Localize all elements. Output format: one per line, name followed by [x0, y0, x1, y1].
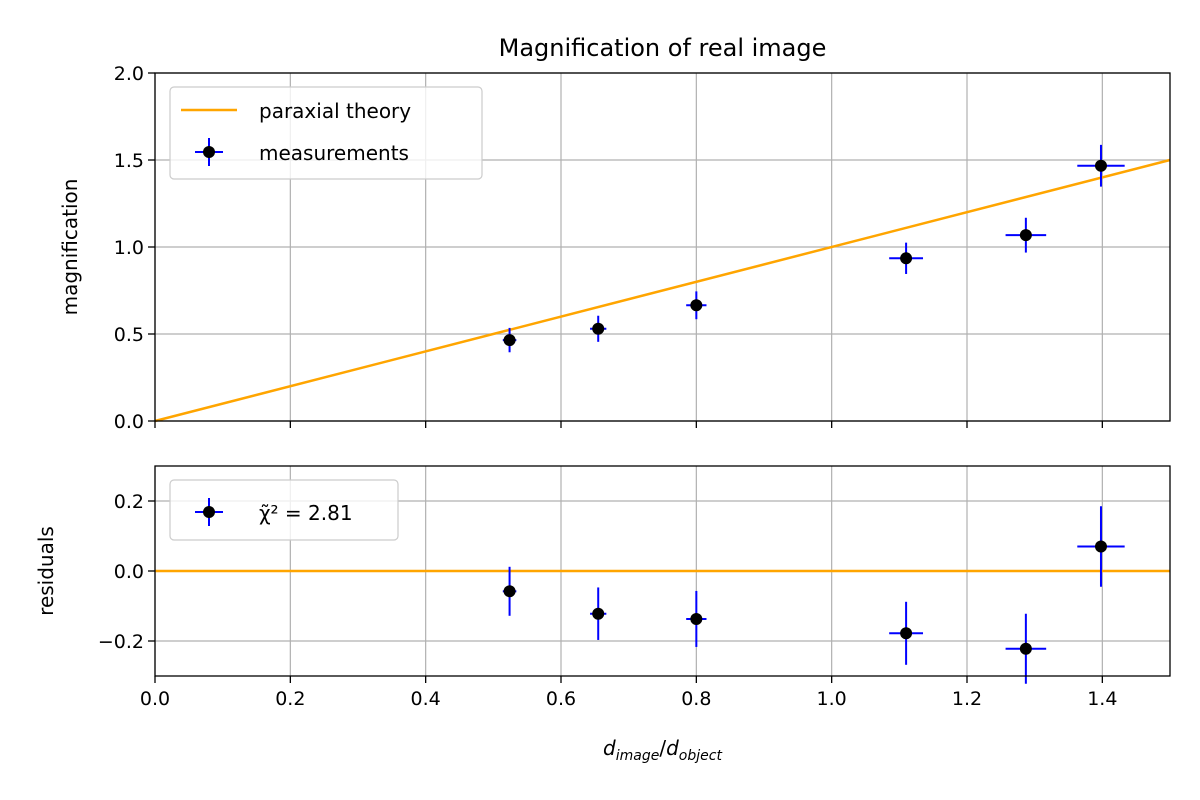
y-tick-label: 1.5 [114, 150, 144, 172]
x-tick-label: 1.2 [952, 688, 982, 710]
legend-marker [203, 506, 215, 518]
y-tick-label: 2.0 [114, 63, 144, 85]
data-point [686, 590, 707, 647]
data-point [1005, 217, 1047, 253]
bottom-y-axis-title: residuals [34, 526, 58, 616]
data-marker [690, 299, 703, 312]
legend-marker [203, 146, 215, 158]
data-point [889, 601, 924, 665]
bottom-legend: χ̃² = 2.81 [169, 479, 399, 541]
data-marker [592, 607, 605, 620]
bottom-panel: 0.0 0.2 0.4 0.6 0.8 1.0 1.2 1.4 −0.2 0.0 0.2 resid… [34, 465, 1171, 764]
y-tick-label: 0.2 [114, 491, 144, 513]
y-tick-label: 0.0 [114, 561, 144, 583]
theory-line [154, 158, 1171, 423]
top-legend: paraxial theory measurements [169, 86, 483, 180]
x-tick-label: 1.4 [1087, 688, 1117, 710]
data-marker [503, 585, 516, 598]
data-marker [1094, 159, 1107, 172]
legend-measurements-label: measurements [259, 141, 409, 165]
top-ticks: 0.0 0.5 1.0 1.5 2.0 [114, 63, 1103, 433]
top-theory-line-group [154, 158, 1171, 423]
data-point [590, 587, 607, 640]
data-point [686, 291, 707, 320]
x-tick-label: 1.0 [817, 688, 847, 710]
bottom-ticks: 0.0 0.2 0.4 0.6 0.8 1.0 1.2 1.4 −0.2 0.0 0.2 [98, 491, 1118, 710]
data-point [1005, 613, 1047, 684]
legend-chi-squared-label: χ̃² = 2.81 [259, 501, 353, 525]
data-point [590, 315, 607, 342]
legend-measurements-swatch [195, 138, 223, 166]
data-marker [1019, 229, 1032, 242]
x-axis-title: dimage/dobject [603, 736, 722, 764]
chart-title: Magnification of real image [499, 34, 827, 62]
data-marker [1094, 540, 1107, 553]
top-y-axis-title: magnification [58, 179, 82, 316]
y-tick-label: 0.0 [114, 411, 144, 433]
data-point [889, 242, 924, 274]
data-marker [900, 627, 913, 640]
data-marker [1019, 642, 1032, 655]
data-marker [900, 252, 913, 265]
data-marker [690, 612, 703, 625]
data-point [502, 327, 517, 353]
legend-theory-label: paraxial theory [259, 99, 411, 123]
x-tick-label: 0.4 [411, 688, 441, 710]
bottom-data-points [502, 506, 1125, 684]
data-marker [592, 322, 605, 335]
bottom-legend-box [169, 479, 399, 541]
top-legend-box [169, 86, 483, 180]
legend-residuals-swatch [195, 498, 223, 526]
top-panel: 0.0 0.5 1.0 1.5 2.0 Magnification of real im… [58, 34, 1171, 433]
top-data-points [502, 144, 1125, 353]
y-tick-label: 1.0 [114, 237, 144, 259]
data-point [1077, 144, 1125, 187]
x-tick-label: 0.0 [140, 688, 170, 710]
y-tick-label: 0.5 [114, 324, 144, 346]
data-point [502, 566, 517, 616]
y-tick-label: −0.2 [98, 631, 144, 653]
x-tick-label: 0.2 [275, 688, 305, 710]
x-tick-label: 0.6 [546, 688, 576, 710]
data-point [1077, 506, 1125, 587]
x-tick-label: 0.8 [681, 688, 711, 710]
data-marker [503, 334, 516, 347]
